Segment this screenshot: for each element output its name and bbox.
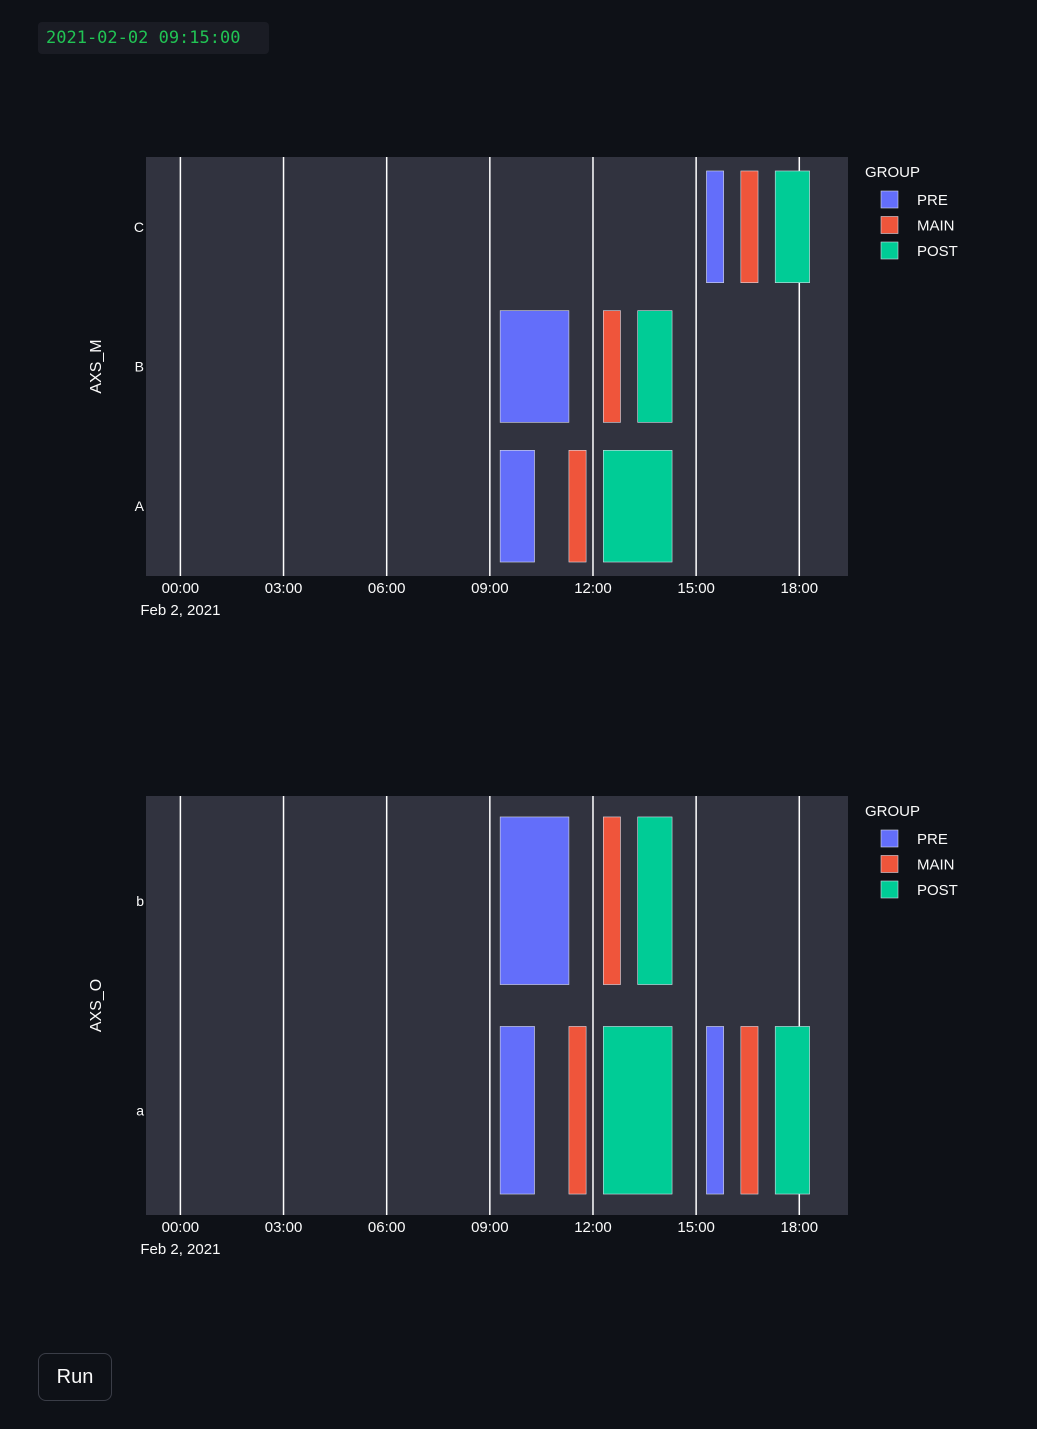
bar-C-main-7[interactable] (740, 170, 759, 283)
x-tick-label: 12:00 (574, 1219, 612, 1236)
legend-title: GROUP (865, 803, 920, 820)
legend-title: GROUP (865, 164, 920, 181)
legend-item-pre[interactable]: PRE (880, 829, 948, 848)
bar-B-main-4[interactable] (603, 310, 621, 423)
bar-B-post-5[interactable] (637, 310, 673, 423)
x-tick-label: 06:00 (368, 580, 406, 597)
x-tick-label: 18:00 (781, 580, 819, 597)
bar-C-post-8[interactable] (774, 170, 810, 283)
bar-b-main-7[interactable] (603, 816, 621, 985)
legend-swatch-pre (880, 190, 899, 209)
x-date-label: Feb 2, 2021 (140, 602, 220, 619)
bar-A-post-2[interactable] (603, 449, 673, 563)
legend: GROUP PRE MAIN POST (865, 803, 958, 899)
bar-b-post-8[interactable] (637, 816, 673, 985)
legend-swatch-post (880, 880, 899, 899)
legend-label-main: MAIN (917, 857, 955, 874)
legend-item-main[interactable]: MAIN (880, 216, 955, 235)
x-tick-label: 00:00 (162, 1219, 200, 1236)
legend-label-post: POST (917, 243, 958, 260)
legend-item-post[interactable]: POST (880, 241, 958, 260)
y-tick-label: a (136, 1102, 144, 1118)
bar-a-post-2[interactable] (603, 1026, 673, 1195)
legend-label-pre: PRE (917, 831, 948, 848)
bar-b-pre-6[interactable] (499, 816, 570, 985)
bar-C-pre-6[interactable] (706, 170, 724, 283)
legend-label-main: MAIN (917, 218, 955, 235)
plot-area (146, 157, 848, 576)
x-date-label: Feb 2, 2021 (140, 1241, 220, 1258)
legend-item-main[interactable]: MAIN (880, 855, 955, 874)
gantt-chart-axs-m: A B C AXS_M 00:00 03:00 06:00 09:00 12:00 15:00 18… (88, 157, 958, 619)
bar-a-main-1[interactable] (568, 1026, 587, 1195)
bar-A-pre-0[interactable] (499, 449, 535, 563)
legend-label-post: POST (917, 882, 958, 899)
x-tick-label: 06:00 (368, 1219, 406, 1236)
legend-item-post[interactable]: POST (880, 880, 958, 899)
y-tick-label: C (134, 219, 144, 235)
x-tick-label: 15:00 (677, 580, 715, 597)
x-tick-label: 03:00 (265, 580, 303, 597)
bar-a-pre-0[interactable] (499, 1026, 535, 1195)
plot-area (146, 796, 848, 1215)
x-tick-label: 15:00 (677, 1219, 715, 1236)
run-button[interactable]: Run (38, 1353, 112, 1401)
legend-swatch-main (880, 855, 899, 873)
y-tick-label: b (136, 893, 144, 909)
y-tick-label: A (135, 498, 145, 514)
bar-a-main-4[interactable] (740, 1026, 759, 1195)
y-tick-label: B (135, 359, 144, 375)
legend-item-pre[interactable]: PRE (880, 190, 948, 209)
x-tick-label: 00:00 (162, 580, 200, 597)
y-axis-title: AXS_M (88, 339, 105, 393)
legend: GROUP PRE MAIN POST (865, 164, 958, 260)
bar-B-pre-3[interactable] (499, 310, 570, 423)
legend-swatch-pre (880, 829, 899, 848)
x-tick-label: 18:00 (781, 1219, 819, 1236)
legend-swatch-main (880, 216, 899, 234)
legend-label-pre: PRE (917, 192, 948, 209)
x-tick-label: 03:00 (265, 1219, 303, 1236)
x-tick-label: 09:00 (471, 1219, 509, 1236)
x-tick-label: 09:00 (471, 580, 509, 597)
legend-swatch-post (880, 241, 899, 260)
y-axis-title: AXS_O (88, 979, 105, 1032)
timestamp-display: 2021-02-02 09:15:00 (38, 22, 269, 54)
bar-A-main-1[interactable] (568, 449, 587, 563)
bar-a-post-5[interactable] (774, 1026, 810, 1195)
gantt-chart-axs-o: a b AXS_O 00:00 03:00 06:00 09:00 12:00 15:00 18:… (88, 796, 958, 1258)
bar-a-pre-3[interactable] (706, 1026, 724, 1195)
x-tick-label: 12:00 (574, 580, 612, 597)
